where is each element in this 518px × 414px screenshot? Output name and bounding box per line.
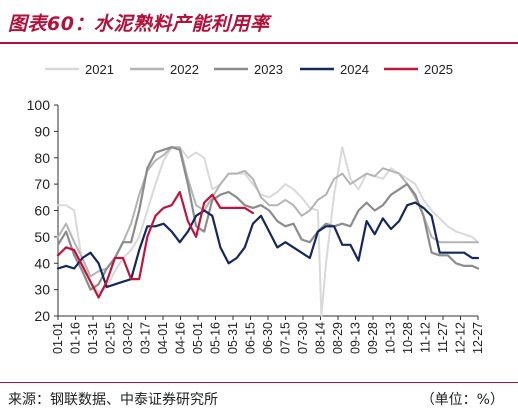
legend-item-2025: 2025 xyxy=(384,62,453,77)
chart-title: 图表60：水泥熟料产能利用率 xyxy=(8,13,270,35)
x-tick-label: 07-30 xyxy=(296,322,310,354)
x-tick-label: 02-15 xyxy=(104,322,118,354)
x-tick-label: 06-30 xyxy=(261,322,275,354)
footer-divider xyxy=(0,382,518,383)
y-tick-label: 70 xyxy=(34,176,50,192)
x-tick-label: 11-12 xyxy=(419,322,433,353)
legend-item-2024: 2024 xyxy=(300,62,369,77)
title-divider xyxy=(0,42,518,44)
y-tick-label: 50 xyxy=(34,229,50,245)
x-tick-label: 11-27 xyxy=(436,322,450,353)
x-tick-label: 01-16 xyxy=(69,322,83,354)
x-axis: 01-01 01-16 01-31 02-15 03-02 03-17 04-01 04-16… xyxy=(51,315,485,354)
x-tick-label: 05-31 xyxy=(226,322,240,354)
x-tick-label: 08-14 xyxy=(314,322,328,354)
x-tick-label: 09-28 xyxy=(366,322,380,354)
x-tick-label: 12-12 xyxy=(454,322,468,354)
legend-label-2024: 2024 xyxy=(340,62,369,77)
series-line-2021 xyxy=(57,146,479,317)
legend-item-2023: 2023 xyxy=(214,62,283,77)
x-tick-label: 04-16 xyxy=(174,322,188,354)
series-line-2023 xyxy=(56,146,480,291)
x-tick-label: 05-16 xyxy=(209,322,223,354)
x-tick-label: 01-31 xyxy=(86,322,100,354)
legend: 2021 2022 2023 2024 2025 xyxy=(45,62,453,77)
x-tick-label: 10-28 xyxy=(401,322,415,354)
legend-label-2022: 2022 xyxy=(170,62,199,77)
y-tick-label: 60 xyxy=(34,203,50,219)
x-tick-label: 01-01 xyxy=(51,322,65,354)
legend-label-2023: 2023 xyxy=(254,62,283,77)
legend-item-2022: 2022 xyxy=(130,62,199,77)
y-tick-label: 40 xyxy=(34,255,50,271)
y-tick-label: 80 xyxy=(34,150,50,166)
x-tick-label: 07-15 xyxy=(279,322,293,354)
legend-label-2021: 2021 xyxy=(85,62,114,77)
x-tick-label: 04-01 xyxy=(156,322,170,354)
title-bar: 图表60：水泥熟料产能利用率 xyxy=(0,0,518,44)
x-tick-label: 06-15 xyxy=(244,322,258,354)
series-line-2025 xyxy=(56,190,254,299)
x-tick-label: 05-01 xyxy=(191,322,205,354)
x-tick-label: 03-17 xyxy=(139,322,153,354)
unit-note: （单位：%） xyxy=(420,392,504,408)
legend-item-2021: 2021 xyxy=(45,62,114,77)
line-chart: 2021 2022 2023 2024 2025 20 30 40 50 60 70 80 90 100… xyxy=(27,62,485,354)
y-tick-label: 30 xyxy=(34,282,50,298)
plot-area xyxy=(56,146,480,317)
y-tick-label: 100 xyxy=(27,97,51,113)
legend-label-2025: 2025 xyxy=(424,62,453,77)
x-tick-label: 09-13 xyxy=(349,322,363,354)
source-note: 来源：钢联数据、中泰证券研究所 xyxy=(8,392,218,408)
y-tick-label: 90 xyxy=(34,123,50,139)
y-tick-label: 20 xyxy=(34,308,50,324)
x-tick-label: 12-27 xyxy=(471,322,485,354)
x-tick-label: 03-02 xyxy=(121,322,135,354)
y-axis: 20 30 40 50 60 70 80 90 100 xyxy=(27,97,59,324)
series-line-2024 xyxy=(56,201,480,289)
x-tick-label: 08-29 xyxy=(331,322,345,354)
x-tick-label: 10-13 xyxy=(384,322,398,354)
